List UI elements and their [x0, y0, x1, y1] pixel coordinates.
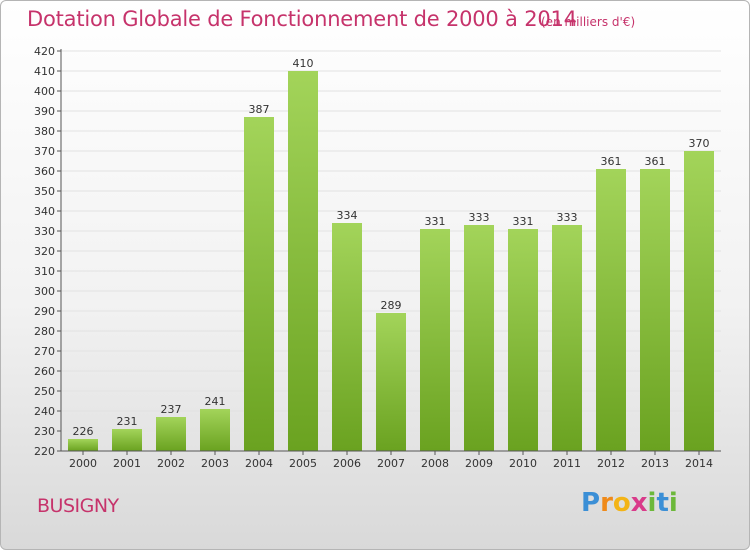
x-tick-label-2002: 2002 — [157, 457, 185, 470]
data-label-2012: 361 — [601, 155, 622, 168]
y-tick-label: 390 — [34, 105, 55, 118]
logo-letter: o — [612, 488, 631, 518]
x-tick-label-2004: 2004 — [245, 457, 273, 470]
y-tick-label: 330 — [34, 225, 55, 238]
bar-2006 — [332, 223, 362, 451]
logo-letter: x — [630, 488, 648, 518]
y-tick-label: 280 — [34, 325, 55, 338]
bar-2003 — [200, 409, 230, 451]
data-label-2005: 410 — [293, 57, 314, 70]
data-label-2013: 361 — [645, 155, 666, 168]
y-tick-label: 250 — [34, 385, 55, 398]
bar-2009 — [464, 225, 494, 451]
x-tick-label-2009: 2009 — [465, 457, 493, 470]
x-tick-label-2007: 2007 — [377, 457, 405, 470]
x-tick-label-2011: 2011 — [553, 457, 581, 470]
x-tick-label-2000: 2000 — [69, 457, 97, 470]
data-label-2008: 331 — [425, 215, 446, 228]
x-tick-label-2008: 2008 — [421, 457, 449, 470]
y-tick-label: 260 — [34, 365, 55, 378]
data-label-2003: 241 — [205, 395, 226, 408]
logo-letter: P — [581, 488, 601, 518]
data-label-2011: 333 — [557, 211, 578, 224]
y-tick-label: 420 — [34, 45, 55, 58]
bar-2011 — [552, 225, 582, 451]
data-label-2001: 231 — [117, 415, 138, 428]
data-label-2004: 387 — [249, 103, 270, 116]
y-tick-label: 300 — [34, 285, 55, 298]
y-tick-label: 310 — [34, 265, 55, 278]
y-tick-label: 240 — [34, 405, 55, 418]
bar-2007 — [376, 313, 406, 451]
chart-title: Dotation Globale de Fonctionnement de 20… — [27, 7, 577, 31]
x-tick-label-2005: 2005 — [289, 457, 317, 470]
proxiti-logo[interactable]: Proxiti — [581, 488, 678, 518]
logo-letter: i — [668, 488, 678, 518]
bar-2008 — [420, 229, 450, 451]
bar-2000 — [68, 439, 98, 451]
bar-2014 — [684, 151, 714, 451]
y-tick-label: 270 — [34, 345, 55, 358]
y-tick-label: 230 — [34, 425, 55, 438]
bar-2013 — [640, 169, 670, 451]
x-tick-label-2013: 2013 — [641, 457, 669, 470]
y-tick-label: 350 — [34, 185, 55, 198]
data-label-2002: 237 — [161, 403, 182, 416]
data-label-2006: 334 — [337, 209, 358, 222]
chart-unit: (en milliers d'€) — [541, 15, 636, 29]
x-tick-label-2012: 2012 — [597, 457, 625, 470]
y-tick-label: 340 — [34, 205, 55, 218]
x-tick-label-2014: 2014 — [685, 457, 713, 470]
y-tick-label: 400 — [34, 85, 55, 98]
logo-letter: t — [656, 488, 669, 518]
bar-2002 — [156, 417, 186, 451]
data-label-2010: 331 — [513, 215, 534, 228]
data-label-2014: 370 — [689, 137, 710, 150]
y-tick-label: 370 — [34, 145, 55, 158]
y-tick-label: 380 — [34, 125, 55, 138]
bar-2012 — [596, 169, 626, 451]
bars — [68, 71, 714, 451]
bar-2010 — [508, 229, 538, 451]
bar-2005 — [288, 71, 318, 451]
data-label-2000: 226 — [73, 425, 94, 438]
data-labels: 226 231 237 241 387 410 334 289 331 333 331 333 361 3… — [73, 57, 710, 438]
y-tick-label: 220 — [34, 445, 55, 458]
y-tick-label: 320 — [34, 245, 55, 258]
logo-letter: r — [600, 488, 613, 518]
y-tick-label: 290 — [34, 305, 55, 318]
data-label-2007: 289 — [381, 299, 402, 312]
x-tick-label-2010: 2010 — [509, 457, 537, 470]
y-tick-label: 360 — [34, 165, 55, 178]
axes: 220 230 240 250 260 270 280 290 300 310 320 330 340 3… — [34, 45, 721, 470]
bar-2004 — [244, 117, 274, 451]
logo-letter: i — [647, 488, 657, 518]
x-tick-label-2001: 2001 — [113, 457, 141, 470]
x-tick-label-2003: 2003 — [201, 457, 229, 470]
data-label-2009: 333 — [469, 211, 490, 224]
x-tick-label-2006: 2006 — [333, 457, 361, 470]
bar-2001 — [112, 429, 142, 451]
y-tick-label: 410 — [34, 65, 55, 78]
commune-name: BUSIGNY — [37, 495, 119, 517]
